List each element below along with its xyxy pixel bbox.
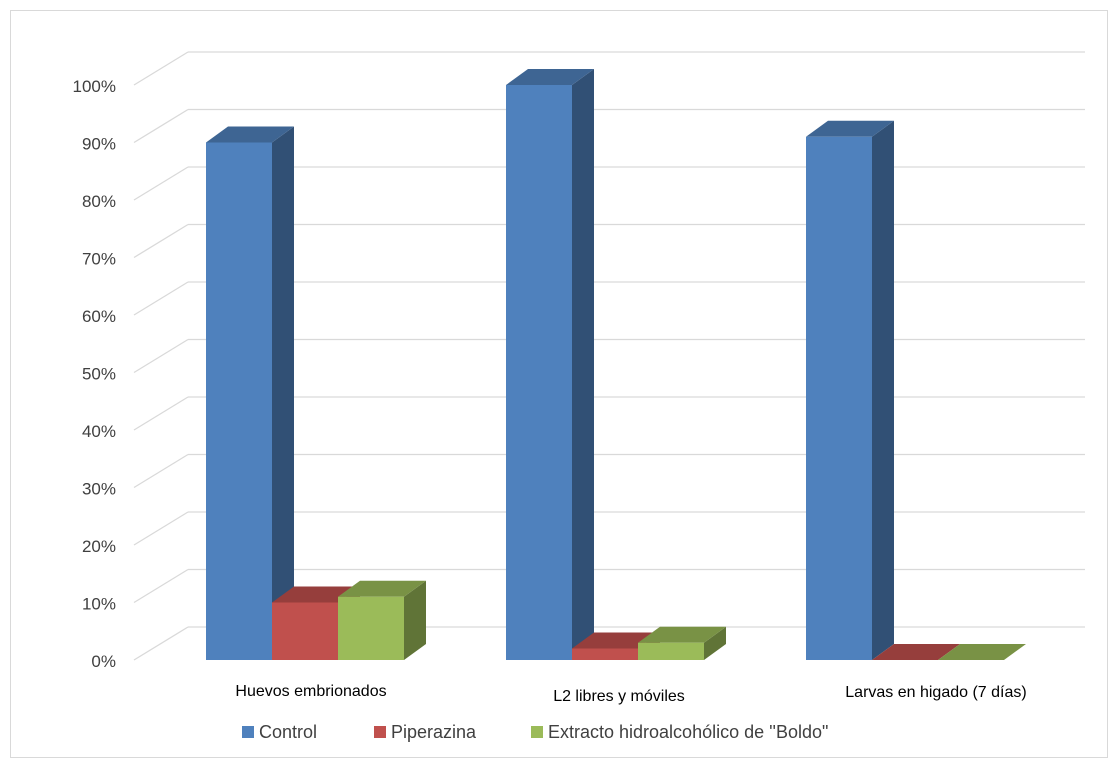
bar-front — [506, 85, 572, 660]
gridline-diagonal — [133, 223, 189, 259]
y-tick-label: 30% — [82, 480, 116, 499]
y-axis-ticks: 0% 10% 20% 30% 40% 50% 60% 70% 80% 90% 100% — [73, 77, 116, 671]
legend-swatch — [242, 726, 254, 738]
bar-top — [338, 580, 426, 597]
bar-side — [572, 69, 594, 660]
legend-label: Extracto hidroalcohólico de ''Boldo" — [548, 722, 828, 742]
chart-frame: 0% 10% 20% 30% 40% 50% 60% 70% 80% 90% 100% Huevos… — [10, 10, 1108, 758]
y-tick-label: 60% — [82, 307, 116, 326]
gridline-diagonal — [133, 281, 189, 316]
bar-side — [704, 626, 726, 660]
bar-front — [338, 596, 404, 660]
bar — [872, 644, 960, 660]
bar — [938, 644, 1026, 660]
bar-side — [872, 120, 894, 660]
legend-label: Piperazina — [391, 722, 477, 742]
legend-item: Piperazina — [374, 722, 477, 742]
bar-top — [806, 120, 894, 137]
y-tick-label: 90% — [82, 135, 116, 154]
legend: Control Piperazina Extracto hidroalcohólic… — [242, 722, 828, 742]
legend-item: Control — [242, 722, 317, 742]
gridline-diagonal — [133, 108, 189, 144]
gridline-diagonal — [133, 453, 189, 489]
category-label: Larvas en higado (7 días) — [845, 684, 1026, 701]
bar — [638, 626, 726, 660]
category-label: L2 libres y móviles — [553, 688, 685, 705]
bars — [206, 69, 1026, 660]
bar-top — [506, 69, 594, 85]
bar-side — [404, 580, 426, 660]
bar-top — [938, 644, 1026, 660]
gridline-diagonal — [133, 568, 189, 604]
y-tick-label: 0% — [91, 652, 116, 671]
bar — [206, 126, 294, 660]
gridlines — [133, 51, 1085, 661]
bar-top — [638, 626, 726, 643]
category-labels: Huevos embrionados L2 libres y móviles Lar… — [235, 683, 1026, 705]
bar-front — [206, 142, 272, 660]
bar-front — [806, 136, 872, 660]
bar-side — [272, 126, 294, 660]
category-label: Huevos embrionados — [235, 683, 386, 700]
y-tick-label: 70% — [82, 250, 116, 269]
y-tick-label: 100% — [73, 77, 116, 96]
bar-top — [206, 126, 294, 143]
gridline-diagonal — [133, 338, 189, 374]
legend-item: Extracto hidroalcohólico de ''Boldo" — [531, 722, 828, 742]
bar-top — [872, 644, 960, 660]
y-tick-label: 40% — [82, 422, 116, 441]
gridline-diagonal — [133, 626, 189, 661]
legend-swatch — [531, 726, 543, 738]
bar — [806, 120, 894, 660]
legend-label: Control — [259, 722, 317, 742]
y-tick-label: 20% — [82, 537, 116, 556]
bar-front — [572, 648, 638, 660]
legend-swatch — [374, 726, 386, 738]
bar-front — [272, 602, 338, 660]
gridline-diagonal — [133, 511, 189, 546]
bar-front — [638, 642, 704, 660]
y-tick-label: 10% — [82, 595, 116, 614]
bar-chart: 0% 10% 20% 30% 40% 50% 60% 70% 80% 90% 100% Huevos… — [73, 51, 1085, 742]
gridline-diagonal — [133, 166, 189, 201]
y-tick-label: 80% — [82, 192, 116, 211]
bar — [338, 580, 426, 660]
y-tick-label: 50% — [82, 365, 116, 384]
gridline-diagonal — [133, 396, 189, 431]
gridline-diagonal — [133, 51, 189, 86]
bar — [506, 69, 594, 660]
